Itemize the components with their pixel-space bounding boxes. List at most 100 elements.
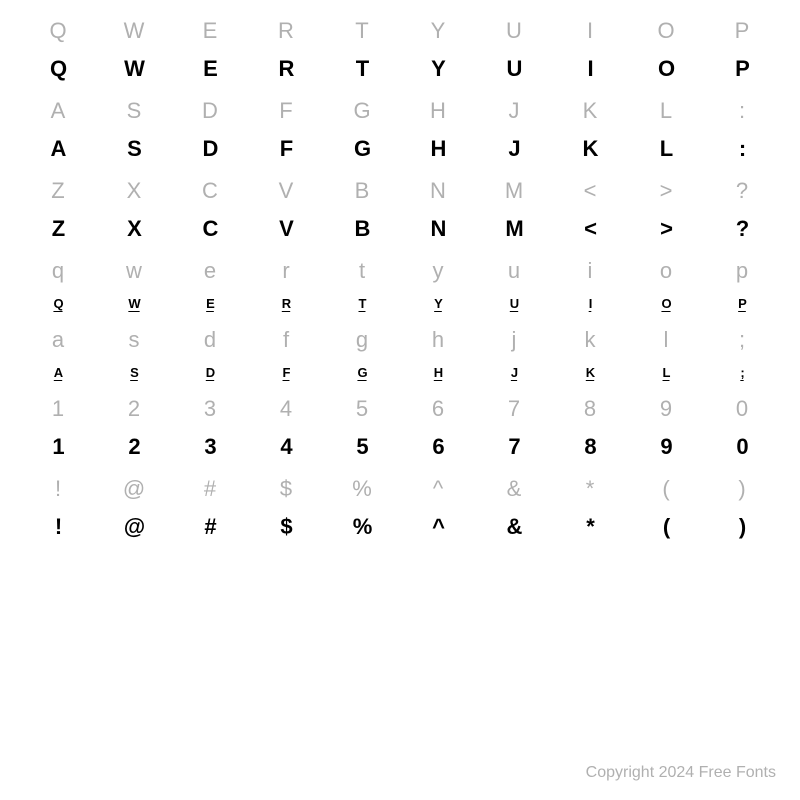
char-cell: (( — [628, 468, 704, 548]
key-label: y — [433, 258, 444, 284]
key-label: < — [584, 178, 597, 204]
char-cell: OO — [628, 10, 704, 90]
char-cell: 00 — [704, 388, 780, 468]
char-cell: && — [476, 468, 552, 548]
key-label: C — [202, 178, 218, 204]
glyph: @ — [124, 514, 144, 540]
key-label: # — [204, 476, 216, 502]
char-cell: gG — [324, 319, 400, 388]
key-label: D — [202, 98, 218, 124]
key-label: g — [356, 327, 368, 353]
key-label: e — [204, 258, 216, 284]
glyph: $ — [280, 514, 291, 540]
key-label: d — [204, 327, 216, 353]
char-cell: RR — [248, 10, 324, 90]
char-cell: lL — [628, 319, 704, 388]
char-cell: JJ — [476, 90, 552, 170]
glyph: F — [283, 365, 290, 380]
glyph: R — [282, 296, 290, 311]
key-label: > — [660, 178, 673, 204]
key-label: V — [279, 178, 294, 204]
glyph: 5 — [356, 434, 367, 460]
key-label: ( — [662, 476, 669, 502]
glyph: Z — [52, 216, 64, 242]
char-cell: AA — [20, 90, 96, 170]
glyph: O — [661, 296, 670, 311]
char-cell: FF — [248, 90, 324, 170]
char-cell: :: — [704, 90, 780, 170]
glyph: ? — [736, 216, 748, 242]
key-label: s — [129, 327, 140, 353]
key-label: E — [203, 18, 218, 44]
char-cell: DD — [172, 90, 248, 170]
key-label: k — [585, 327, 596, 353]
key-label: * — [586, 476, 595, 502]
key-label: w — [126, 258, 142, 284]
glyph: W — [128, 296, 139, 311]
key-label: I — [587, 18, 593, 44]
char-cell: iI — [552, 250, 628, 319]
char-cell: sS — [96, 319, 172, 388]
key-label: O — [657, 18, 674, 44]
char-cell: 44 — [248, 388, 324, 468]
key-label: Z — [51, 178, 64, 204]
char-cell: ## — [172, 468, 248, 548]
key-label: r — [282, 258, 289, 284]
char-cell: II — [552, 10, 628, 90]
glyph: T — [359, 296, 366, 311]
key-label: f — [283, 327, 289, 353]
key-label: M — [505, 178, 523, 204]
glyph: 8 — [584, 434, 595, 460]
char-cell: ?? — [704, 170, 780, 250]
key-label: 7 — [508, 396, 520, 422]
key-label: 0 — [736, 396, 748, 422]
glyph: Y — [431, 56, 445, 82]
key-label: A — [51, 98, 66, 124]
char-cell: hH — [400, 319, 476, 388]
char-cell: rR — [248, 250, 324, 319]
key-label: S — [127, 98, 142, 124]
glyph: & — [507, 514, 522, 540]
key-label: a — [52, 327, 64, 353]
char-cell: 77 — [476, 388, 552, 468]
char-cell: fF — [248, 319, 324, 388]
key-label: 8 — [584, 396, 596, 422]
key-label: J — [509, 98, 520, 124]
glyph: M — [505, 216, 522, 242]
glyph: * — [586, 514, 594, 540]
char-cell: 55 — [324, 388, 400, 468]
glyph: D — [206, 365, 214, 380]
char-cell: SS — [96, 90, 172, 170]
glyph: 9 — [660, 434, 671, 460]
char-cell: 66 — [400, 388, 476, 468]
glyph: : — [739, 136, 745, 162]
glyph: 6 — [432, 434, 443, 460]
char-cell: ;; — [704, 319, 780, 388]
key-label: o — [660, 258, 672, 284]
glyph: S — [127, 136, 141, 162]
glyph: I — [587, 56, 592, 82]
char-cell: pP — [704, 250, 780, 319]
glyph: E — [206, 296, 214, 311]
key-label: 3 — [204, 396, 216, 422]
char-cell: aA — [20, 319, 96, 388]
key-label: 9 — [660, 396, 672, 422]
key-label: @ — [123, 476, 145, 502]
char-cell: !! — [20, 468, 96, 548]
glyph: E — [203, 56, 217, 82]
char-cell: 99 — [628, 388, 704, 468]
key-label: u — [508, 258, 520, 284]
glyph: Y — [434, 296, 442, 311]
glyph: S — [130, 365, 138, 380]
key-label: j — [512, 327, 517, 353]
key-label: R — [278, 18, 294, 44]
char-cell: YY — [400, 10, 476, 90]
key-label: 6 — [432, 396, 444, 422]
glyph: ^ — [432, 514, 444, 540]
char-cell: 22 — [96, 388, 172, 468]
key-label: N — [430, 178, 446, 204]
glyph: U — [510, 296, 518, 311]
glyph: L — [660, 136, 672, 162]
key-label: ? — [736, 178, 748, 204]
glyph: G — [354, 136, 370, 162]
